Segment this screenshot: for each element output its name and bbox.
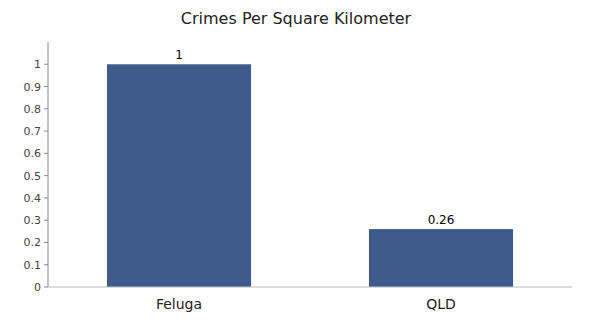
y-tick-label: 0.1: [24, 259, 42, 272]
x-axis-line: [48, 287, 572, 288]
y-tick-label: 0.8: [24, 103, 42, 116]
data-labels: 10.26: [175, 48, 454, 227]
y-tick-label: 0.4: [24, 192, 42, 205]
y-tick-label: 0.6: [24, 147, 42, 160]
y-tick-label: 0.9: [24, 81, 42, 94]
y-tick: [44, 175, 48, 176]
y-tick: [44, 153, 48, 154]
y-tick-label: 0.5: [24, 170, 42, 183]
y-tick: [44, 242, 48, 243]
bars: [107, 64, 513, 287]
y-tick: [44, 131, 48, 132]
y-tick: [44, 64, 48, 65]
y-tick: [44, 108, 48, 109]
y-tick-label: 0.7: [24, 125, 42, 138]
bar: [369, 229, 513, 287]
chart-container: Crimes Per Square Kilometer 0 0.1 0.2 0.3 0.4…: [0, 0, 592, 333]
y-tick-label: 0: [34, 281, 41, 294]
x-tick-label: Feluga: [156, 296, 202, 312]
y-tick: [44, 287, 48, 288]
y-tick-label: 0.3: [24, 214, 42, 227]
y-tick: [44, 86, 48, 87]
chart-title: Crimes Per Square Kilometer: [181, 9, 412, 28]
bar: [107, 64, 251, 287]
y-tick: [44, 264, 48, 265]
y-tick: [44, 197, 48, 198]
data-label: 1: [175, 48, 183, 62]
x-tick-label: QLD: [426, 296, 456, 312]
chart-svg: Crimes Per Square Kilometer 0 0.1 0.2 0.3 0.4…: [0, 0, 592, 333]
data-label: 0.26: [428, 213, 455, 227]
y-axis-line: [48, 42, 49, 287]
y-tick-label: 0.2: [24, 236, 42, 249]
x-axis: Feluga QLD: [156, 296, 456, 312]
y-axis: 0 0.1 0.2 0.3 0.4 0.5 0.6 0.7 0.8 0.9 1: [24, 42, 49, 294]
y-tick-label: 1: [34, 58, 41, 71]
y-tick: [44, 220, 48, 221]
